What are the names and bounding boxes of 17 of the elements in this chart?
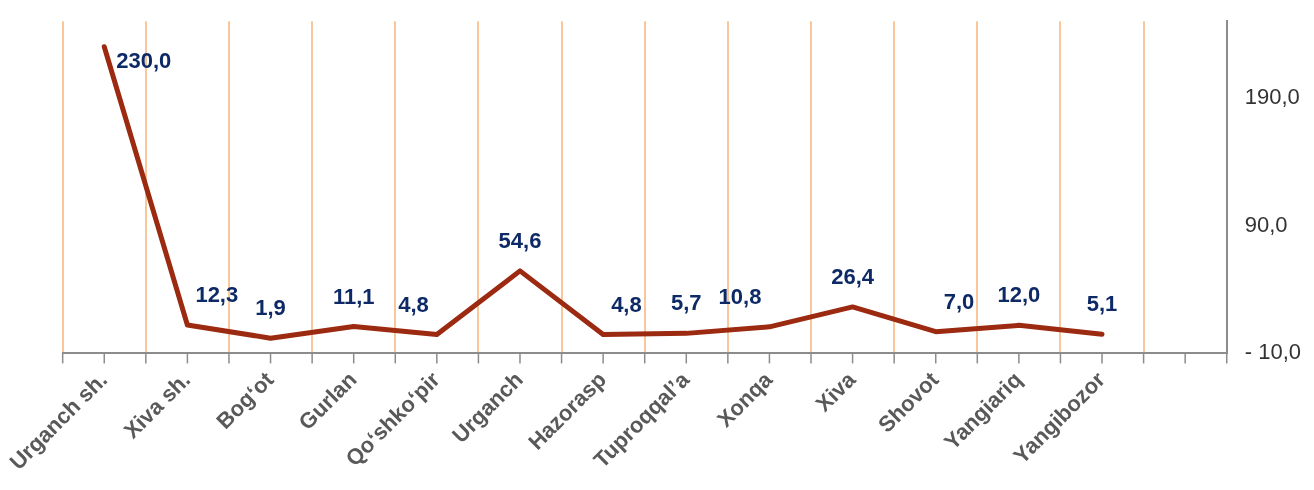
data-label: 26,4 [831,263,875,289]
data-label: 11,1 [332,283,375,309]
data-label: 7,0 [943,288,975,314]
data-label: 12,3 [195,282,239,307]
data-label: 5,7 [670,290,702,316]
y-tick-label: - 10,0 [1244,339,1302,365]
data-label: 4,8 [611,291,642,317]
data-label: 12,0 [997,282,1041,308]
y-tick-label: 190,0 [1244,83,1300,109]
data-label: 10,8 [718,283,762,309]
data-label: 54,6 [498,227,542,253]
data-label: 5,1 [1086,291,1118,317]
x-tick-label: Xiva sh. [118,366,196,444]
data-label: 230,0 [116,47,172,73]
data-label: 4,8 [398,291,429,317]
data-label: 1,9 [255,295,286,321]
y-tick-label: 90,0 [1244,211,1288,237]
